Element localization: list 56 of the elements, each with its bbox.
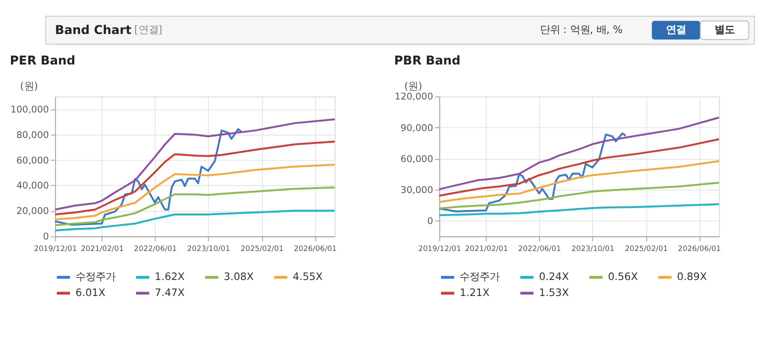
y-axis-title: (원) (20, 80, 38, 92)
chart-title: PBR Band (394, 54, 460, 68)
line-series (54, 118, 336, 211)
legend-label: 1.21X (460, 286, 490, 299)
legend-label: 1.53X (538, 286, 569, 299)
legend-label: 3.08X (224, 271, 254, 284)
line-series (54, 210, 336, 232)
text: 단위 : 억원, 배, % (540, 24, 623, 36)
x-tick-label: 2019/12/01 (418, 244, 462, 253)
x-tick-label: 2021/02/01 (465, 244, 508, 253)
y-tick-label: 30,000 (400, 184, 434, 196)
legend-label: 7.47X (154, 286, 185, 299)
y-tick-label: 80,000 (16, 130, 50, 141)
x-tick-label: 2025/02/01 (624, 244, 668, 253)
y-tick-label: 40,000 (16, 180, 50, 192)
x-tick-label: 2022/06/01 (518, 244, 562, 253)
line-series (438, 116, 720, 190)
y-tick-label: 60,000 (16, 155, 50, 166)
y-tick-label: 60,000 (400, 154, 434, 165)
line-series (438, 160, 720, 203)
x-tick-label: 2023/10/01 (571, 244, 615, 253)
legend-label: 0.24X (538, 271, 569, 284)
line-series (54, 128, 242, 226)
line-series (54, 186, 336, 226)
legend-label: 수정주가 (460, 271, 500, 284)
line-series (438, 132, 627, 212)
text: Band Chart (55, 22, 132, 37)
x-tick-label: 2019/12/01 (34, 244, 78, 253)
legend-label: 1.62X (154, 271, 185, 284)
legend-label: 0.56X (608, 271, 638, 284)
y-axis-title: (원) (404, 80, 422, 92)
text: [연결] (134, 24, 162, 36)
x-tick-label: 2023/10/01 (187, 244, 230, 253)
legend-label: 6.01X (76, 286, 106, 299)
x-tick-label: 2025/02/01 (240, 244, 284, 253)
legend-label: 0.89X (677, 271, 707, 284)
y-tick-label: 20,000 (16, 206, 50, 218)
y-tick-label: 0 (43, 232, 50, 243)
legend-label: 4.55X (292, 271, 323, 284)
x-tick-label: 2026/06/01 (294, 244, 337, 253)
text: 연결 (666, 24, 686, 36)
x-tick-label: 2022/06/01 (134, 244, 178, 253)
y-tick-label: 120,000 (394, 92, 434, 103)
legend-label: 수정주가 (76, 271, 116, 284)
chart-title: PER Band (10, 54, 76, 68)
line-series (438, 182, 720, 210)
y-tick-label: 90,000 (400, 122, 434, 134)
y-tick-label: 0 (427, 216, 434, 228)
line-series (54, 140, 336, 216)
line-series (438, 138, 720, 197)
text: 별도 (714, 24, 735, 36)
line-series (54, 164, 336, 220)
x-tick-label: 2026/06/01 (678, 244, 722, 253)
line-series (438, 203, 720, 216)
x-tick-label: 2021/02/01 (80, 244, 124, 253)
y-tick-label: 100,000 (10, 104, 50, 116)
